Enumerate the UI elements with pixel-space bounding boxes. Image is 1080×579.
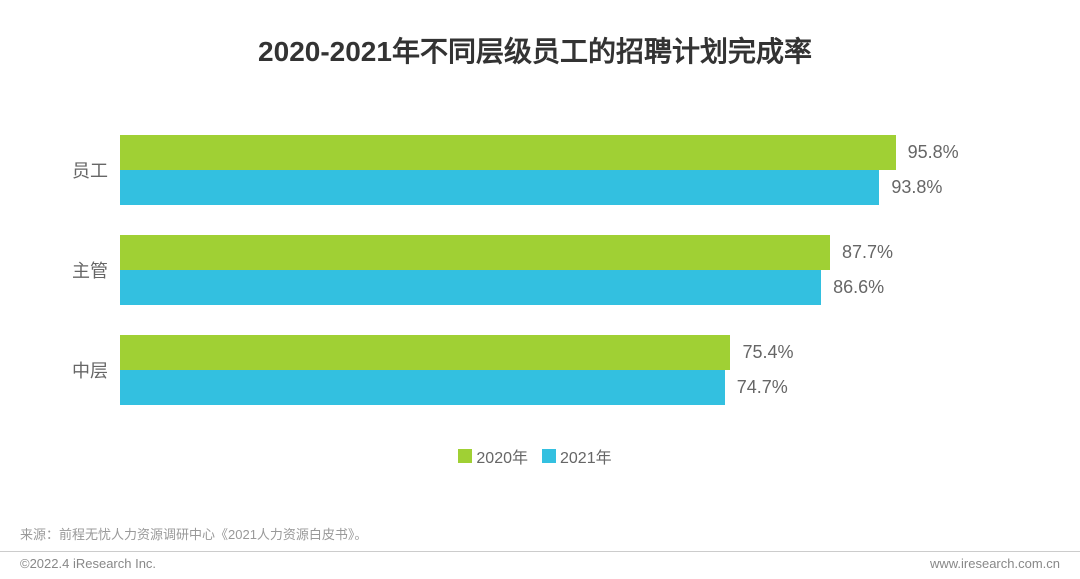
- y-axis-labels: 员工 主管 中层: [50, 120, 120, 420]
- legend-label: 2021年: [560, 444, 612, 468]
- chart-area: 员工 主管 中层 95.8% 93.8% 87.7%: [30, 120, 1040, 420]
- bar-2021: [120, 270, 821, 305]
- bar-row: 87.7%: [120, 235, 1040, 270]
- legend-label: 2020年: [476, 444, 528, 468]
- category-label: 主管: [50, 220, 120, 320]
- bar-group: 87.7% 86.6%: [120, 220, 1040, 320]
- bar-value: 75.4%: [742, 342, 793, 363]
- category-label: 中层: [50, 320, 120, 420]
- legend-item: 2021年: [542, 444, 612, 468]
- bar-group: 95.8% 93.8%: [120, 120, 1040, 220]
- bar-row: 95.8%: [120, 135, 1040, 170]
- source-text: 来源：前程无忧人力资源调研中心《2021人力资源白皮书》。: [20, 524, 367, 543]
- legend: 2020年 2021年: [30, 444, 1040, 468]
- bar-group: 75.4% 74.7%: [120, 320, 1040, 420]
- legend-swatch: [542, 449, 556, 463]
- bars-container: 95.8% 93.8% 87.7% 86.6%: [120, 120, 1040, 420]
- bar-row: 86.6%: [120, 270, 1040, 305]
- bar-value: 74.7%: [737, 377, 788, 398]
- bar-2020: [120, 335, 730, 370]
- bar-value: 93.8%: [891, 177, 942, 198]
- bar-value: 86.6%: [833, 277, 884, 298]
- bar-2020: [120, 135, 896, 170]
- footer: ©2022.4 iResearch Inc. www.iresearch.com…: [0, 551, 1080, 571]
- chart-container: 2020-2021年不同层级员工的招聘计划完成率 员工 主管 中层 95.8% …: [0, 0, 1080, 579]
- legend-swatch: [458, 449, 472, 463]
- category-label: 员工: [50, 120, 120, 220]
- bar-value: 95.8%: [908, 142, 959, 163]
- website-url: www.iresearch.com.cn: [930, 556, 1060, 571]
- bar-row: 75.4%: [120, 335, 1040, 370]
- bar-row: 74.7%: [120, 370, 1040, 405]
- bar-2020: [120, 235, 830, 270]
- bar-2021: [120, 370, 725, 405]
- chart-title: 2020-2021年不同层级员工的招聘计划完成率: [30, 30, 1040, 70]
- bar-row: 93.8%: [120, 170, 1040, 205]
- bar-2021: [120, 170, 879, 205]
- legend-item: 2020年: [458, 444, 528, 468]
- copyright-text: ©2022.4 iResearch Inc.: [20, 556, 156, 571]
- bar-value: 87.7%: [842, 242, 893, 263]
